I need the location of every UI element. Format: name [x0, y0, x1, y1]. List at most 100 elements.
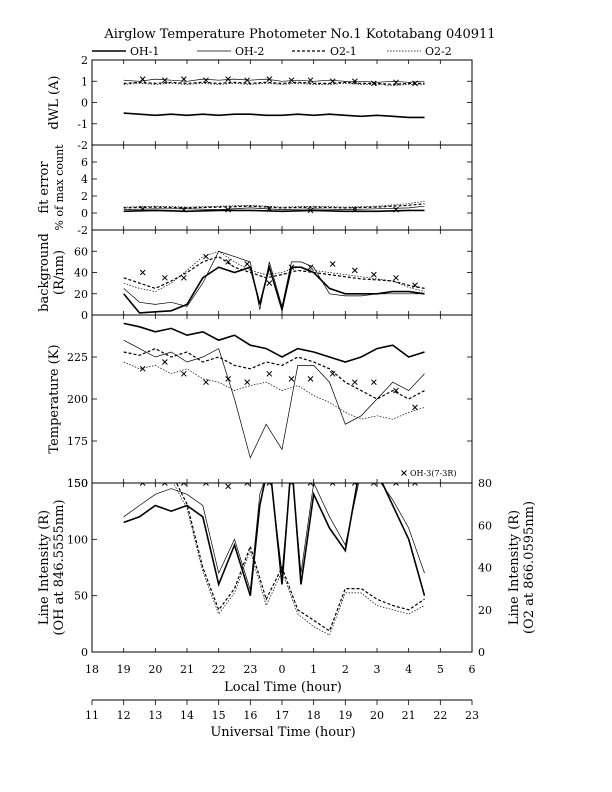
annotation-label: OH-3(7-3R)	[410, 469, 456, 478]
marker-oh-3-7-3r	[393, 483, 399, 486]
marker-oh-3-7-3r	[225, 375, 232, 382]
marker-oh-3-7-3r	[370, 483, 377, 486]
marker-oh-3-7-3r	[203, 77, 209, 84]
marker-oh-3-7-3r	[351, 483, 358, 486]
marker-oh-3-7-3r	[351, 206, 358, 213]
chart-title: Airglow Temperature Photometer No.1 Koto…	[103, 27, 495, 42]
local-time-tick-label: 4	[405, 663, 412, 676]
series-line-o2-1	[123, 347, 425, 400]
marker-oh-3-7-3r	[266, 370, 273, 377]
local-time-tick-label: 6	[469, 663, 476, 676]
marker-oh-3-7-3r	[161, 274, 168, 281]
local-time-tick-label: 19	[117, 663, 131, 676]
y-axis-label: fit error	[37, 161, 52, 214]
local-time-tick-label: 22	[212, 663, 226, 676]
series-line-o2-2	[123, 361, 425, 420]
marker-oh-3-7-3r	[266, 483, 273, 486]
panel-series	[123, 483, 426, 636]
series-line-o2-1	[123, 255, 425, 290]
marker-oh-3-7-3r	[180, 76, 187, 82]
marker-oh-3-7-3r	[329, 483, 336, 486]
local-time-axis-label: Local Time (hour)	[224, 680, 342, 695]
universal-time-tick-label: 17	[275, 709, 289, 722]
right-y-tick-label: 20	[478, 604, 492, 617]
y-tick-label: 225	[67, 351, 88, 364]
series-line-o2-2	[123, 250, 425, 292]
right-y-tick-label: 0	[478, 646, 485, 659]
y-tick-label: 0	[81, 646, 88, 659]
marker-oh-3-7-3r	[180, 483, 187, 486]
panel-frame	[91, 59, 473, 146]
y-axis-label-secondary: (R/nm)	[52, 250, 67, 295]
y-tick-label: 175	[67, 435, 88, 448]
series-line-o2-1	[175, 483, 425, 632]
marker-oh-3-7-3r	[370, 271, 377, 278]
marker-oh-3-7-3r	[307, 483, 314, 486]
marker-oh-3-7-3r	[393, 79, 399, 86]
y-tick-label: -2	[77, 139, 88, 152]
legend: OH-1 OH-2 O2-1 O2-2	[92, 45, 452, 58]
panel-series	[123, 250, 425, 314]
marker-oh-3-7-3r	[370, 80, 377, 87]
y-tick-label: 50	[74, 590, 88, 603]
y-tick-label: 60	[74, 245, 88, 258]
local-time-tick-label: 3	[374, 663, 381, 676]
panel-fit-error: -2 0 2 4 6 fit error% of max count	[37, 144, 473, 237]
marker-oh-3-7-3r	[288, 483, 295, 486]
local-time-tick-label: 23	[243, 663, 257, 676]
marker-oh-3-7-3r	[393, 206, 399, 213]
local-time-axis: 18 19 20 21 22 23 0 1 2 3 4 5 6	[85, 663, 476, 676]
marker-oh-3-7-3r	[307, 264, 314, 271]
marker-oh-3-7-3r	[266, 280, 273, 286]
y-tick-label: 40	[74, 267, 88, 280]
marker-oh-3-7-3r	[412, 282, 418, 289]
marker-oh-3-7-3r	[329, 261, 336, 267]
marker-oh-3-7-3r	[139, 365, 146, 372]
universal-time-tick-label: 22	[433, 709, 447, 722]
marker-oh-3-7-3r	[225, 483, 232, 490]
universal-time-tick-label: 13	[148, 709, 162, 722]
marker-oh-3-7-3r	[139, 269, 146, 276]
y-tick-label: 6	[81, 156, 88, 169]
marker-oh-3-7-3r	[180, 370, 187, 377]
universal-time-tick-label: 20	[370, 709, 384, 722]
y-axis-label: Line Intensity (R)	[37, 510, 52, 625]
y-tick-label: 20	[74, 288, 88, 301]
universal-time-tick-label: 14	[180, 709, 194, 722]
marker-oh-3-7-3r	[288, 77, 295, 84]
panel-series	[123, 76, 425, 119]
universal-time-axis: 11 12 13 14 15 16 17 18 19 20 21 22 23	[85, 699, 479, 722]
panel-dwl: -2 -1 0 1 2 dWL (A)	[47, 54, 473, 152]
marker-oh-3-7-3r	[412, 404, 418, 411]
marker-oh-3-7-3r	[370, 379, 377, 386]
local-time-tick-label: 5	[437, 663, 444, 676]
marker-oh-3-7-3r	[288, 375, 295, 382]
y-axis-label: Temperature (K)	[47, 344, 62, 453]
local-time-tick-label: 2	[342, 663, 349, 676]
y-tick-label: -1	[77, 118, 88, 131]
series-line-o2-2	[123, 83, 425, 86]
panel-series	[123, 200, 425, 214]
universal-time-axis-label: Universal Time (hour)	[210, 725, 355, 740]
marker-oh-3-7-3r	[203, 253, 209, 260]
marker-oh-3-7-3r	[307, 207, 314, 214]
y-tick-label: 0	[81, 97, 88, 110]
y-axis-label: background	[37, 233, 52, 312]
universal-time-tick-label: 12	[117, 709, 131, 722]
marker-oh-3-7-3r	[161, 77, 168, 84]
legend-label-oh-2: OH-2	[235, 45, 264, 58]
local-time-tick-label: 20	[148, 663, 162, 676]
y-axis-label: dWL (A)	[47, 76, 62, 130]
y-tick-label: 150	[67, 477, 88, 490]
marker-oh-3-7-3r	[288, 264, 295, 271]
marker-oh-3-7-3r	[161, 483, 168, 486]
legend-label-o2-2: O2-2	[425, 45, 452, 58]
universal-time-tick-label: 11	[85, 709, 99, 722]
panels-group: -2 -1 0 1 2 dWL (A) -2 0 2 4 6 fit error% of max co…	[37, 54, 537, 659]
legend-label-oh-1: OH-1	[130, 45, 159, 58]
marker-oh-3-7-3r	[329, 370, 336, 377]
series-line-oh-2	[123, 78, 425, 83]
marker-oh-3-7-3r	[225, 259, 232, 265]
y-tick-label: 1	[81, 75, 88, 88]
